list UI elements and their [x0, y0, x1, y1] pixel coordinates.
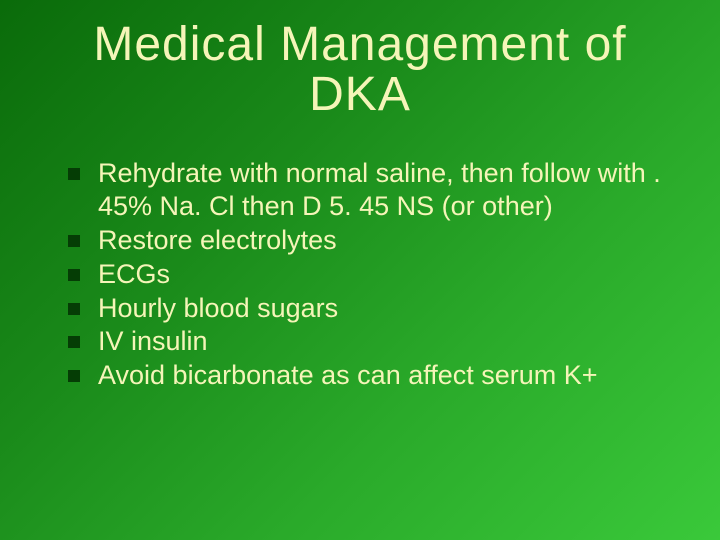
slide: Medical Management of DKA Rehydrate with… [0, 0, 720, 540]
list-item: Hourly blood sugars [62, 292, 670, 325]
list-item: Avoid bicarbonate as can affect serum K+ [62, 359, 670, 392]
list-item: Restore electrolytes [62, 224, 670, 257]
list-item: ECGs [62, 258, 670, 291]
list-item: Rehydrate with normal saline, then follo… [62, 157, 670, 223]
list-item: IV insulin [62, 325, 670, 358]
slide-title: Medical Management of DKA [50, 20, 670, 121]
bullet-list: Rehydrate with normal saline, then follo… [50, 157, 670, 393]
